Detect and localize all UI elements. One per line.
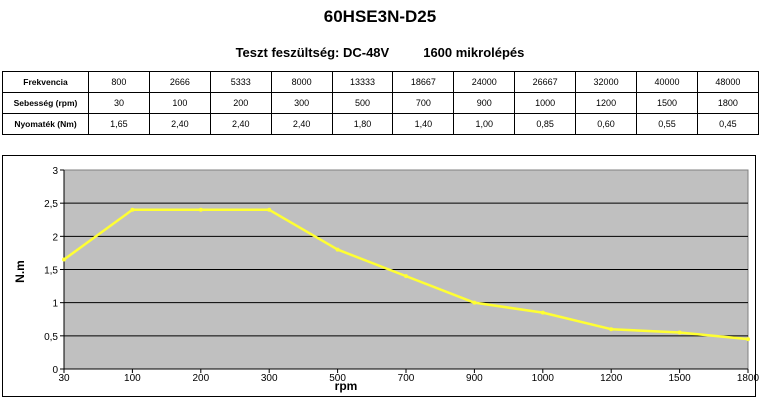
- x-axis-title: rpm: [335, 379, 358, 393]
- table-cell: 0,60: [575, 113, 638, 135]
- table-cell: 0,85: [514, 113, 577, 135]
- table-row-speed: Sebesség (rpm) 30 100 200 300 500 700 90…: [2, 92, 759, 114]
- x-tick-label: 1800: [737, 373, 760, 384]
- y-tick-label: 1: [52, 299, 58, 310]
- x-tick-label: 300: [261, 373, 278, 384]
- x-tick-label: 1500: [668, 373, 691, 384]
- data-point: [198, 207, 203, 212]
- table-row-torque: Nyomaték (Nm) 1,65 2,40 2,40 2,40 1,80 1…: [2, 113, 759, 135]
- y-tick-label: 0: [52, 365, 58, 376]
- table-row-frequency: Frekvencia 800 2666 5333 8000 13333 1866…: [2, 71, 759, 93]
- table-cell: 2,40: [270, 113, 333, 135]
- chart-title: 60HSE3N-D25: [323, 7, 437, 26]
- data-point: [130, 207, 135, 212]
- row-label-torque: Nyomaték (Nm): [2, 113, 89, 135]
- x-tick-label: 200: [192, 373, 209, 384]
- x-tick-label: 30: [58, 373, 70, 384]
- y-tick-label: 2,5: [44, 199, 58, 210]
- x-tick-label: 100: [124, 373, 141, 384]
- chart-frame: [2, 155, 756, 397]
- data-point: [62, 257, 66, 262]
- table-cell: 1,65: [88, 113, 150, 135]
- table-cell: 0,45: [696, 113, 759, 135]
- microstep-setting: 1600 mikrolépés: [423, 45, 525, 60]
- table-cell: 1000: [514, 92, 577, 114]
- data-point: [746, 337, 750, 342]
- x-tick-label: 900: [466, 373, 483, 384]
- x-tick-label: 1000: [532, 373, 555, 384]
- table-cell: 900: [453, 92, 516, 114]
- table-cell: 2,40: [148, 113, 211, 135]
- data-point: [335, 247, 340, 252]
- table-cell: 0,55: [636, 113, 698, 135]
- y-tick-label: 1,5: [44, 266, 58, 277]
- data-point: [609, 327, 614, 332]
- table-cell: 40000: [636, 71, 698, 93]
- x-tick-label: 1200: [600, 373, 623, 384]
- y-tick-label: 3: [52, 166, 58, 177]
- table-cell: 1,00: [453, 113, 516, 135]
- data-point: [540, 310, 545, 315]
- x-tick-label: 500: [329, 373, 346, 384]
- y-tick-label: 2: [52, 232, 58, 243]
- test-conditions: Teszt feszültség: DC-48V 1600 mikrolépés: [0, 44, 760, 62]
- data-point: [472, 300, 477, 305]
- data-point: [677, 330, 682, 335]
- y-axis-title: N.m: [13, 260, 27, 283]
- test-voltage: Teszt feszültség: DC-48V: [235, 45, 390, 60]
- data-point: [267, 207, 272, 212]
- table-cell: 24000: [453, 71, 516, 93]
- data-point: [404, 274, 408, 279]
- measurement-table: Frekvencia 800 2666 5333 8000 13333 1866…: [2, 71, 759, 135]
- y-tick-label: 0,5: [44, 332, 58, 343]
- x-tick-label: 700: [398, 373, 415, 384]
